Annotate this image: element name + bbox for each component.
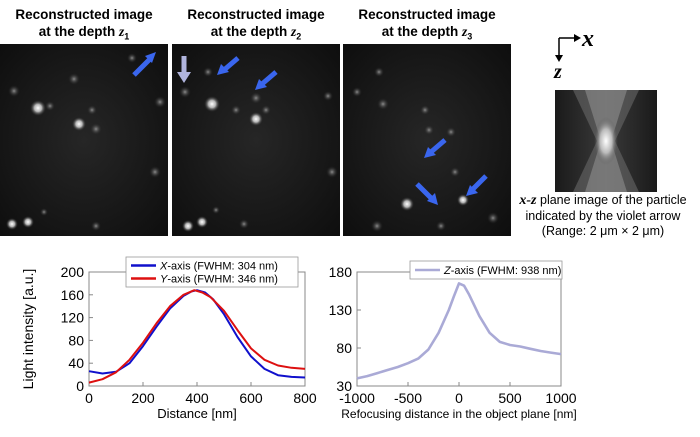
y-tick-label: 200 xyxy=(61,264,85,280)
blue-arrow-icon xyxy=(415,182,438,205)
x-tick-label: 500 xyxy=(498,390,522,406)
panel-title-line1: Reconstructed image xyxy=(187,7,325,22)
legend-entry: X-axis (FWHM: 304 nm) xyxy=(159,261,278,273)
x-axis-title: Refocusing distance in the object plane … xyxy=(341,407,576,421)
legend: Z-axis (FWHM: 938 nm) xyxy=(409,260,563,280)
legend-axis-name: X xyxy=(159,261,168,273)
legend-box xyxy=(125,256,299,288)
legend-entry-text: -axis (FWHM: 938 nm) xyxy=(451,265,562,277)
xz-image-caption: x-z plane image of the particle indicate… xyxy=(506,193,700,240)
xy-intensity-chart: 0 40 80 120 160 200 0 200 400 600 800 Distance [nm]… xyxy=(20,256,317,421)
y-tick-label: 80 xyxy=(68,332,84,348)
y-tick-label: 30 xyxy=(336,378,352,394)
axes-orientation-icon: x z xyxy=(553,26,594,83)
panel-title-line1: Reconstructed image xyxy=(15,7,153,22)
blue-arrow-icon xyxy=(466,174,488,196)
reconstructed-image-z2 xyxy=(172,44,340,236)
x-tick-label: -500 xyxy=(394,390,422,406)
xz-plane-image xyxy=(555,90,657,192)
x-axis-label: x xyxy=(581,26,594,52)
series-line-x xyxy=(88,289,306,379)
x-tick-label: 0 xyxy=(85,390,93,406)
legend-entry-text: -axis (FWHM: 346 nm) xyxy=(167,274,278,286)
y-tick-label: 160 xyxy=(61,287,85,303)
panel-title-z1: Reconstructed image at the depth z1 xyxy=(0,6,168,46)
x-tick-label: 800 xyxy=(293,390,317,406)
panel-title-z3: Reconstructed image at the depth z3 xyxy=(343,6,511,46)
x-tick-label: -1000 xyxy=(339,390,375,406)
series-line-y xyxy=(88,289,306,384)
panel-title-line2: at the depth z1 xyxy=(38,24,130,42)
reconstructed-image-z1 xyxy=(0,44,168,236)
blue-arrow-icon xyxy=(424,138,447,158)
violet-arrow-icon xyxy=(177,56,191,83)
series-line-z xyxy=(356,282,562,380)
y-tick-label: 130 xyxy=(329,302,353,318)
y-tick-label: 0 xyxy=(76,378,84,394)
legend-entry: Z-axis (FWHM: 938 nm) xyxy=(443,265,561,277)
legend: X-axis (FWHM: 304 nm)Y-axis (FWHM: 346 n… xyxy=(125,256,299,288)
y-tick-label: 180 xyxy=(329,264,353,280)
blue-arrow-icon xyxy=(255,70,278,90)
caption-line2: indicated by the violet arrow xyxy=(525,208,681,223)
legend-axis-name: Y xyxy=(160,274,168,286)
z-axis-label: z xyxy=(553,61,562,83)
blue-arrow-icon xyxy=(132,52,156,77)
legend-entry-text: -axis (FWHM: 304 nm) xyxy=(167,261,278,273)
reconstructed-image-z3 xyxy=(343,44,511,236)
caption-line3: (Range: 2 μm × 2 μm) xyxy=(541,224,665,238)
x-tick-label: 1000 xyxy=(545,390,576,406)
x-tick-label: 400 xyxy=(185,390,209,406)
y-tick-label: 80 xyxy=(336,340,352,356)
blue-arrow-icon xyxy=(217,56,240,75)
x-axis-title: Distance [nm] xyxy=(157,406,236,421)
panel-title-line2: at the depth z2 xyxy=(210,24,302,42)
x-tick-label: 600 xyxy=(239,390,263,406)
x-tick-label: 0 xyxy=(455,390,463,406)
panel-title-z2: Reconstructed image at the depth z2 xyxy=(172,6,340,46)
panel-title-line1: Reconstructed image xyxy=(358,7,496,22)
legend-axis-name: Z xyxy=(443,265,452,277)
x-tick-label: 200 xyxy=(131,390,155,406)
y-tick-label: 40 xyxy=(68,355,84,371)
panel-title-line2: at the depth z3 xyxy=(381,24,473,42)
y-tick-label: 120 xyxy=(61,310,85,326)
caption-line1: x-z plane image of the particle xyxy=(519,193,687,208)
y-axis-title: Light intensity [a.u.] xyxy=(20,269,36,390)
legend-entry: Y-axis (FWHM: 346 nm) xyxy=(160,274,278,286)
legend-box xyxy=(409,260,563,280)
